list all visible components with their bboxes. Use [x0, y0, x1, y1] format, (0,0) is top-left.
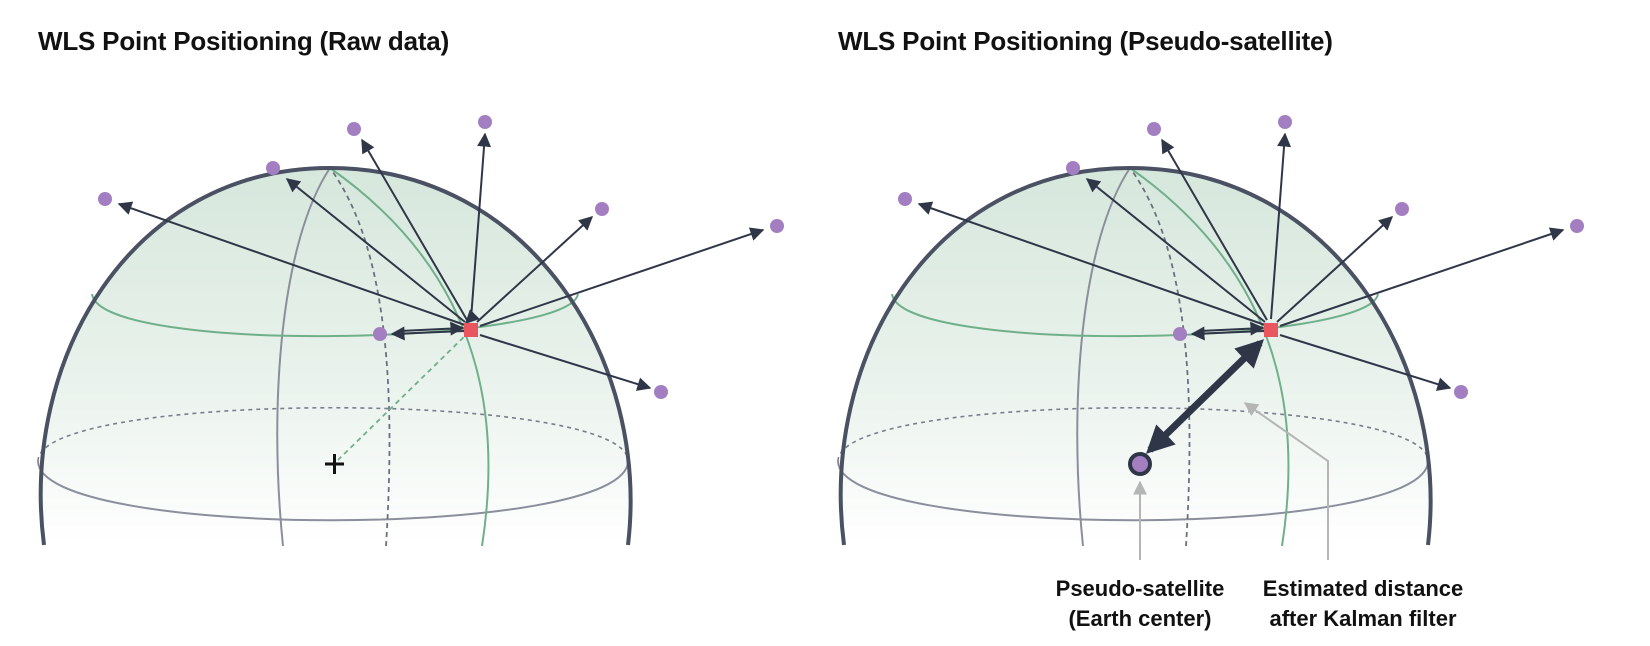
- estimated-distance-label-line1: Estimated distance: [1262, 576, 1464, 601]
- satellite-icon: [898, 192, 912, 206]
- meridian-green: [329, 167, 490, 547]
- satellite-icon: [1278, 115, 1292, 129]
- latitude-ring: [91, 293, 579, 338]
- range-arrow: [285, 178, 466, 323]
- meridian-green: [1129, 167, 1290, 547]
- range-arrow: [117, 201, 466, 326]
- hemisphere-dome: [840, 168, 1431, 545]
- range-arrow: [1161, 138, 1268, 321]
- satellites: [898, 115, 1584, 399]
- satellite-icon: [770, 219, 784, 233]
- panel-pseudo-satellite: WLS Point Positioning (Pseudo-satellite): [825, 0, 1650, 646]
- receiver-icon: [464, 323, 478, 337]
- meridian-dashed: [1129, 167, 1191, 547]
- pseudo-satellite-icon: [1128, 452, 1152, 476]
- meridian-dashed: [329, 167, 391, 547]
- satellites: [98, 115, 784, 399]
- hemisphere-diagram-pseudo: [837, 115, 1584, 560]
- satellite-icon: [595, 202, 609, 216]
- satellite-icon: [266, 161, 280, 175]
- range-arrow: [1199, 321, 1265, 336]
- meridian-left: [1076, 167, 1131, 547]
- range-arrows: [917, 132, 1565, 391]
- satellite-icon: [1395, 202, 1409, 216]
- panel-raw-data: WLS Point Positioning (Raw data): [37, 26, 784, 547]
- satellite-icon: [1066, 161, 1080, 175]
- hemisphere-dome: [40, 168, 631, 545]
- estimated-distance-arrow: [1145, 339, 1265, 454]
- hemisphere-outline: [838, 165, 1433, 546]
- satellite-icon: [478, 115, 492, 129]
- range-arrow: [479, 227, 765, 327]
- estimated-distance-label: Estimated distance after Kalman filter: [1243, 574, 1483, 634]
- range-arrows: [117, 132, 765, 391]
- annotation-arrow-estimated-distance: [1243, 402, 1329, 560]
- range-arrow: [1270, 132, 1292, 320]
- range-arrow: [361, 138, 468, 321]
- range-arrow: [1279, 227, 1565, 327]
- range-arrow: [1279, 334, 1452, 391]
- hemisphere-diagram-raw: [37, 115, 784, 547]
- plus-icon: [325, 454, 344, 474]
- range-arrow: [465, 309, 480, 324]
- range-arrow: [1276, 216, 1394, 323]
- range-arrow: [917, 201, 1266, 326]
- satellite-icon: [1173, 327, 1187, 341]
- equator-front: [837, 460, 1429, 522]
- range-arrow: [479, 334, 652, 391]
- receiver-icon: [1264, 323, 1278, 337]
- range-arrow: [476, 216, 594, 323]
- satellite-icon: [1147, 122, 1161, 136]
- satellite-icon: [373, 327, 387, 341]
- receiver-to-center-line: [337, 330, 471, 461]
- range-arrow: [1085, 178, 1266, 323]
- estimated-distance-label-line2: after Kalman filter: [1269, 606, 1457, 631]
- satellite-icon: [1570, 219, 1584, 233]
- range-arrow: [399, 321, 465, 336]
- pseudo-satellite-label-line1: Pseudo-satellite: [1055, 576, 1225, 601]
- satellite-icon: [654, 385, 668, 399]
- satellite-icon: [347, 122, 361, 136]
- satellite-icon: [1454, 385, 1468, 399]
- pseudo-satellite-label: Pseudo-satellite (Earth center): [1040, 574, 1240, 634]
- range-arrow: [470, 132, 492, 320]
- panel-title: WLS Point Positioning (Pseudo-satellite): [838, 26, 1333, 56]
- satellite-icon: [98, 192, 112, 206]
- hemisphere-outline: [38, 165, 633, 546]
- equator-front: [37, 460, 629, 522]
- latitude-ring: [891, 293, 1379, 338]
- meridian-left: [276, 167, 331, 547]
- pseudo-satellite-label-line2: (Earth center): [1068, 606, 1212, 631]
- panel-title: WLS Point Positioning (Raw data): [38, 26, 450, 56]
